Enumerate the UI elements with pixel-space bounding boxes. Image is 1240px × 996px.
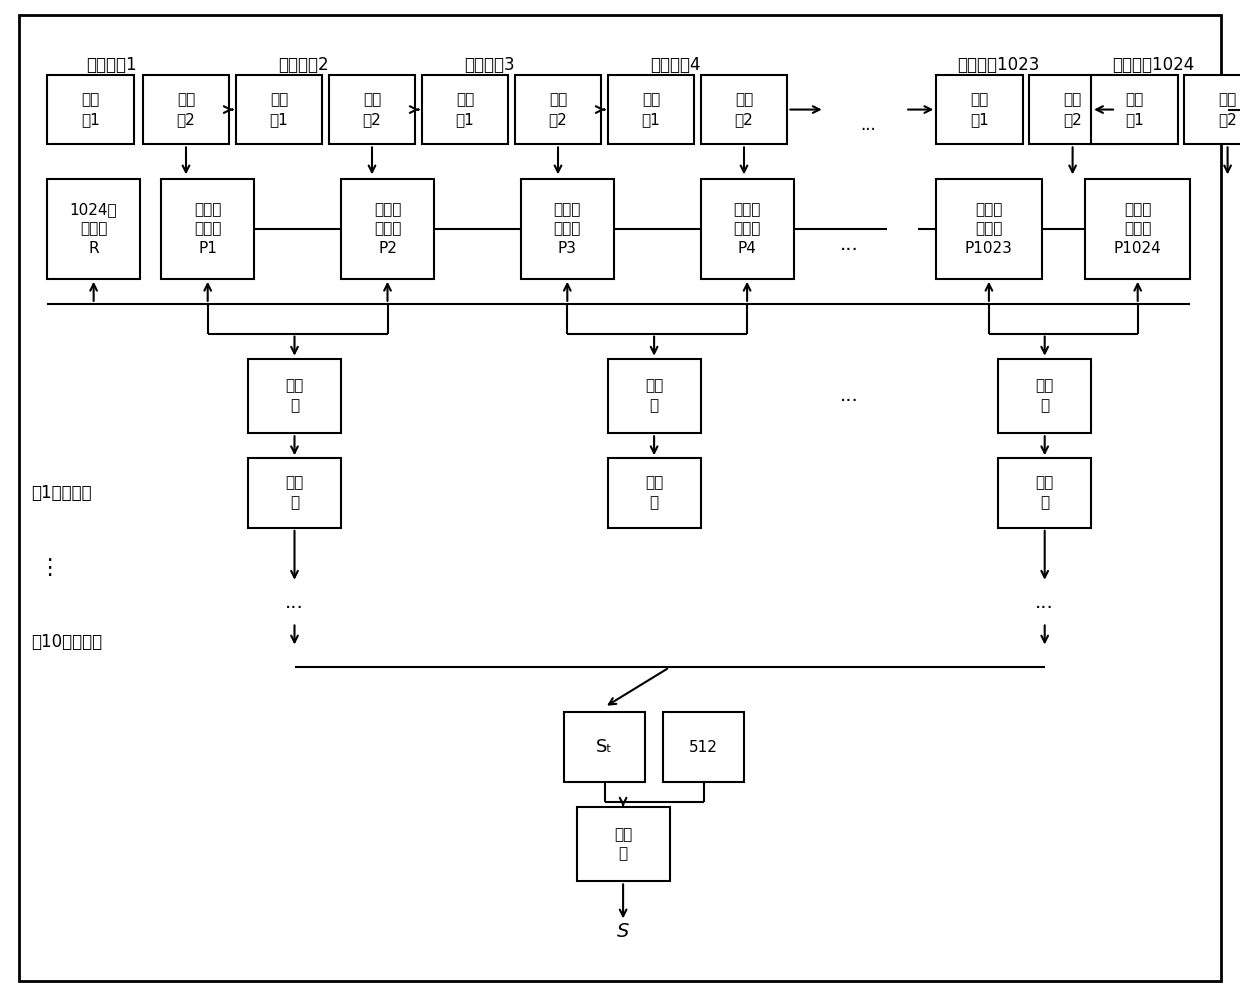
Bar (998, 458, 1091, 528)
Bar (936, 179, 1042, 279)
Bar (663, 712, 744, 782)
Bar (1184, 75, 1240, 144)
Text: 判断处
理单元
P4: 判断处 理单元 P4 (733, 202, 761, 256)
Text: ⋮: ⋮ (38, 558, 61, 578)
Text: 判断处
理单元
P2: 判断处 理单元 P2 (373, 202, 402, 256)
Text: 判断处
理单元
P1: 判断处 理单元 P1 (193, 202, 222, 256)
Text: 寄存
器: 寄存 器 (285, 476, 304, 510)
Text: 延时单兴1023: 延时单兴1023 (957, 56, 1039, 74)
Text: 延时
器2: 延时 器2 (1063, 93, 1083, 126)
Text: 512: 512 (689, 739, 718, 755)
Text: 延时
器1: 延时 器1 (269, 93, 289, 126)
Bar (422, 75, 508, 144)
Text: 判断处
理单元
P3: 判断处 理单元 P3 (553, 202, 582, 256)
Text: S: S (618, 921, 629, 941)
Text: 1024位
寄存器
R: 1024位 寄存器 R (69, 202, 118, 256)
Text: 延时
器2: 延时 器2 (176, 93, 196, 126)
Bar (701, 179, 794, 279)
Text: 延时单兴2: 延时单兴2 (279, 56, 329, 74)
Bar (936, 75, 1023, 144)
Text: 延时
器2: 延时 器2 (548, 93, 568, 126)
Text: 延时
器2: 延时 器2 (734, 93, 754, 126)
Text: 延时
器2: 延时 器2 (1218, 93, 1238, 126)
Bar (998, 359, 1091, 433)
Text: 延时
器1: 延时 器1 (1125, 93, 1145, 126)
Bar (47, 179, 140, 279)
Text: 寄存
器: 寄存 器 (1035, 476, 1054, 510)
Bar (1085, 179, 1190, 279)
Bar (248, 458, 341, 528)
Text: 延时
器2: 延时 器2 (362, 93, 382, 126)
Bar (236, 75, 322, 144)
Bar (161, 179, 254, 279)
Text: 第1级加法器: 第1级加法器 (31, 484, 92, 502)
Text: ...: ... (839, 234, 859, 254)
Text: 第10级加法器: 第10级加法器 (31, 633, 102, 651)
Text: 加法
器: 加法 器 (1035, 378, 1054, 413)
Text: 延时
器1: 延时 器1 (455, 93, 475, 126)
Text: 延时单兴1024: 延时单兴1024 (1112, 56, 1194, 74)
Text: 判断处
理单元
P1024: 判断处 理单元 P1024 (1114, 202, 1162, 256)
Text: 加法
器: 加法 器 (285, 378, 304, 413)
Bar (515, 75, 601, 144)
Text: 延时
器1: 延时 器1 (81, 93, 100, 126)
Bar (521, 179, 614, 279)
Text: ...: ... (839, 386, 859, 405)
Bar (701, 75, 787, 144)
Text: 延时
器1: 延时 器1 (970, 93, 990, 126)
Text: 延时单兴4: 延时单兴4 (651, 56, 701, 74)
Text: 延时单兴3: 延时单兴3 (465, 56, 515, 74)
Bar (1029, 75, 1116, 144)
Text: 判断处
理单元
P1023: 判断处 理单元 P1023 (965, 202, 1013, 256)
Bar (1091, 75, 1178, 144)
Bar (341, 179, 434, 279)
Bar (564, 712, 645, 782)
Text: Sₜ: Sₜ (596, 738, 613, 756)
Text: 加法
器: 加法 器 (645, 378, 663, 413)
Text: 延时
器1: 延时 器1 (641, 93, 661, 126)
Bar (47, 75, 134, 144)
Bar (248, 359, 341, 433)
Bar (143, 75, 229, 144)
Bar (608, 458, 701, 528)
Text: ...: ... (285, 593, 304, 613)
Text: 加法
器: 加法 器 (614, 827, 632, 862)
Bar (608, 359, 701, 433)
Bar (329, 75, 415, 144)
Bar (608, 75, 694, 144)
Text: ...: ... (861, 116, 875, 133)
Text: ...: ... (1035, 593, 1054, 613)
Text: 寄存
器: 寄存 器 (645, 476, 663, 510)
Text: 延时单兴1: 延时单兴1 (87, 56, 136, 74)
Bar (577, 807, 670, 881)
